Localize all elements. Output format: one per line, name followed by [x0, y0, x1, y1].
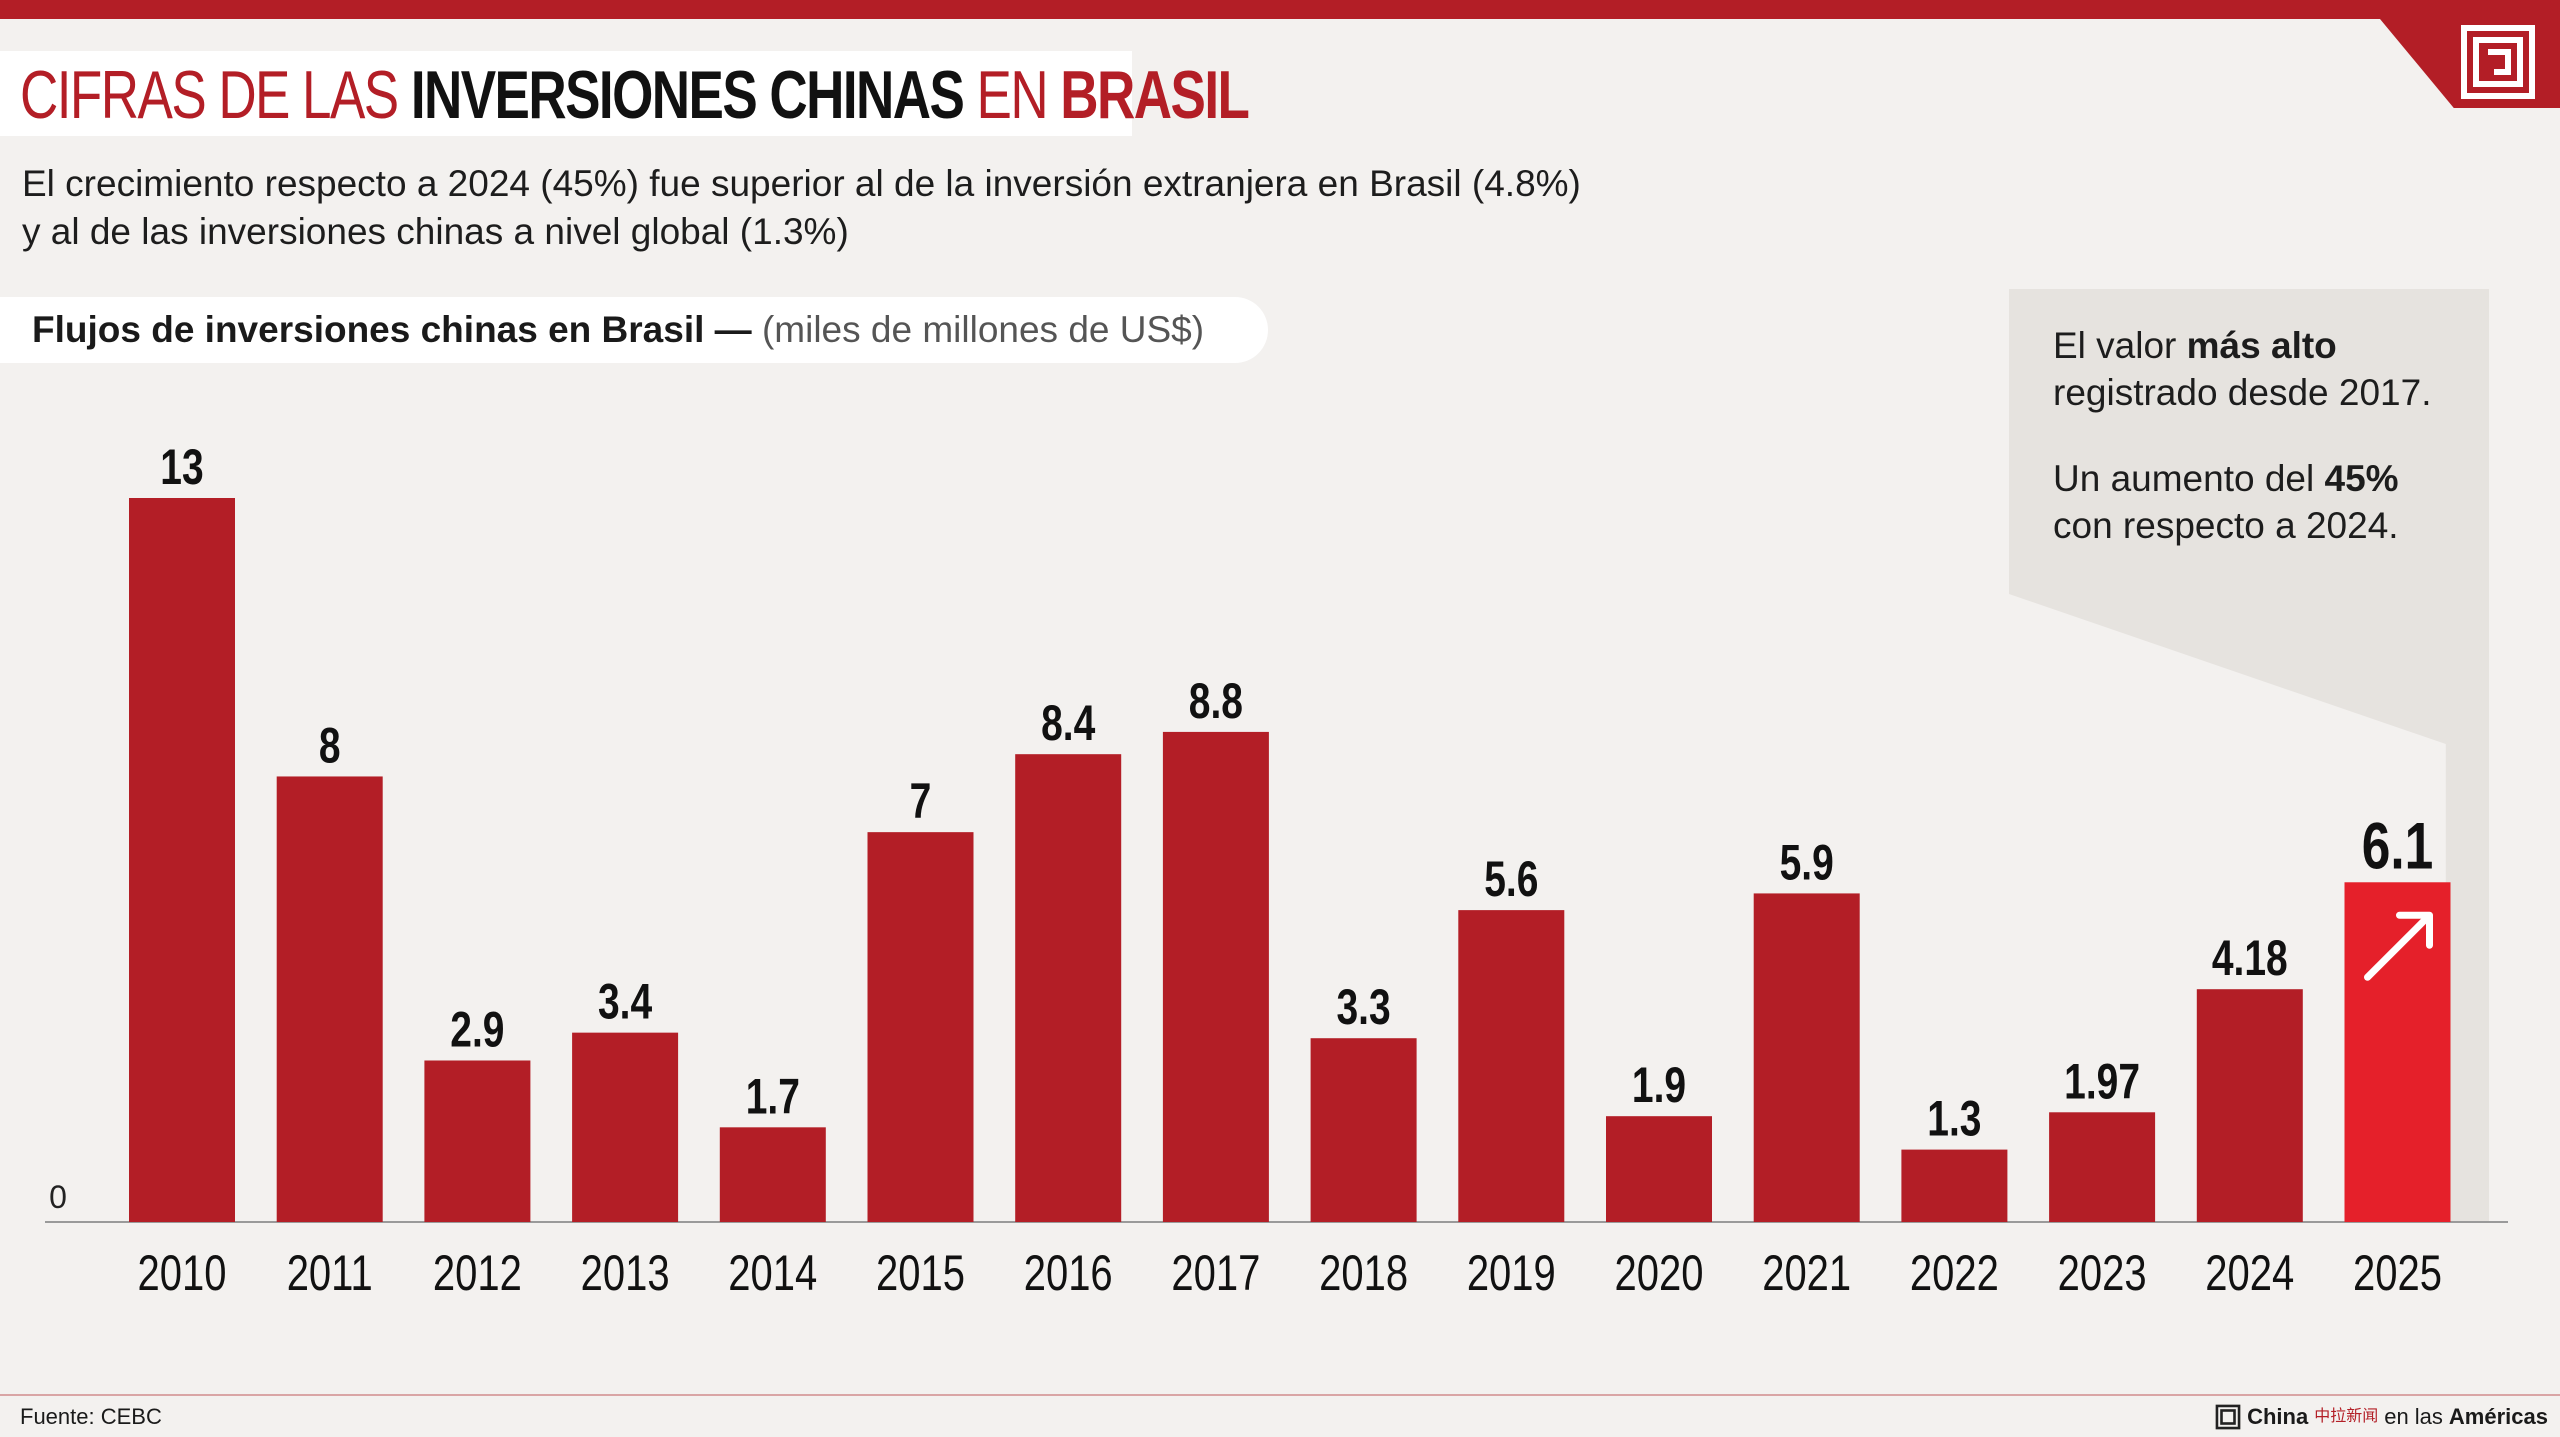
bar-2020: [1606, 1116, 1712, 1222]
bar-2024: [2196, 989, 2303, 1222]
category-label-2024: 2024: [2205, 1245, 2294, 1301]
category-label-2012: 2012: [433, 1245, 522, 1301]
value-label-2013: 3.4: [598, 973, 652, 1030]
title-part-2: INVERSIONES CHINAS: [410, 57, 965, 133]
bar-2015: [867, 832, 974, 1222]
bar-2019: [1458, 910, 1565, 1222]
callout-p1-b: más alto: [2186, 325, 2337, 366]
bar-2023: [2049, 1112, 2156, 1222]
callout-p1-c: registrado desde 2017.: [2053, 372, 2432, 413]
category-label-2020: 2020: [1615, 1245, 1704, 1301]
value-label-2011: 8: [319, 717, 341, 774]
category-label-2025: 2025: [2353, 1245, 2442, 1301]
value-label-2023: 1.97: [2064, 1053, 2140, 1110]
category-label-2015: 2015: [876, 1245, 965, 1301]
bar-2011: [276, 776, 383, 1222]
page-title: CIFRAS DE LAS INVERSIONES CHINAS EN BRAS…: [20, 55, 1250, 135]
value-label-2017: 8.8: [1189, 672, 1243, 729]
callout-p1-a: El valor: [2053, 325, 2187, 366]
category-label-2022: 2022: [1910, 1245, 1999, 1301]
chart-label-units: (miles de millones de US$): [761, 309, 1205, 350]
chart-label-panel: [0, 297, 1268, 363]
callout-paragraph-1: El valor más alto registrado desde 2017.: [2053, 322, 2432, 416]
callout-p2-a: Un aumento del: [2053, 458, 2325, 499]
value-label-2012: 2.9: [450, 1001, 504, 1058]
category-label-2017: 2017: [1171, 1245, 1260, 1301]
brand-china: China: [2247, 1404, 2309, 1429]
value-label-2020: 1.9: [1632, 1056, 1686, 1113]
value-label-2025: 6.1: [2362, 808, 2434, 883]
bar-2017: [1162, 731, 1269, 1222]
category-label-2014: 2014: [728, 1245, 817, 1301]
title-part-3: EN: [976, 57, 1049, 133]
bar-2016: [1015, 754, 1122, 1222]
callout-p2-c: con respecto a 2024.: [2053, 505, 2399, 546]
bar-2022: [1901, 1149, 2008, 1222]
y-axis-zero-label: 0: [49, 1179, 67, 1215]
brand-americas: Américas: [2448, 1404, 2548, 1429]
bar-2025: [2344, 882, 2451, 1222]
source-note: Fuente: CEBC: [20, 1404, 162, 1429]
bar-2018: [1310, 1038, 1417, 1222]
subtitle: El crecimiento respecto a 2024 (45%) fue…: [22, 160, 1581, 256]
callout-p2-b: 45%: [2324, 458, 2399, 499]
value-label-2024: 4.18: [2212, 929, 2288, 986]
bar-2013: [572, 1032, 679, 1222]
value-label-2022: 1.3: [1927, 1090, 1981, 1147]
value-label-2016: 8.4: [1041, 694, 1095, 751]
bar-2014: [719, 1127, 826, 1222]
value-label-2021: 5.9: [1780, 834, 1834, 891]
callout-text: El valor más alto registrado desde 2017.…: [2053, 322, 2432, 588]
chart-label-title: Flujos de inversiones chinas en Brasil —: [32, 309, 752, 350]
value-label-2015: 7: [910, 772, 932, 829]
subtitle-line-1: El crecimiento respecto a 2024 (45%) fue…: [22, 163, 1581, 204]
title-panel: [0, 51, 1132, 136]
callout-paragraph-2: Un aumento del 45% con respecto a 2024.: [2053, 455, 2432, 549]
brand-footer: China 中拉新闻 en las Américas: [2215, 1402, 2548, 1432]
category-label-2013: 2013: [581, 1245, 670, 1301]
subtitle-line-2: y al de las inversiones chinas a nivel g…: [22, 211, 849, 252]
title-part-1: CIFRAS DE LAS: [20, 57, 399, 133]
category-label-2019: 2019: [1467, 1245, 1556, 1301]
category-label-2023: 2023: [2058, 1245, 2147, 1301]
title-part-4: BRASIL: [1060, 57, 1250, 133]
category-label-2016: 2016: [1024, 1245, 1113, 1301]
value-label-2018: 3.3: [1336, 978, 1390, 1035]
category-label-2010: 2010: [138, 1245, 227, 1301]
bar-2021: [1753, 893, 1860, 1222]
bar-2010: [129, 498, 235, 1222]
chart-label: Flujos de inversiones chinas en Brasil —…: [32, 306, 1204, 354]
bar-2012: [424, 1060, 531, 1222]
footer-divider: [0, 1394, 2560, 1396]
value-label-2019: 5.6: [1484, 850, 1538, 907]
category-label-2018: 2018: [1319, 1245, 1408, 1301]
value-label-2010: 13: [160, 438, 203, 495]
brand-en-las: en las: [2384, 1404, 2443, 1429]
brand-cn: 中拉新闻: [2314, 1408, 2379, 1425]
value-label-2014: 1.7: [746, 1068, 800, 1125]
category-label-2021: 2021: [1762, 1245, 1851, 1301]
brand-footer-logo-icon: [2215, 1404, 2241, 1430]
arrow-up-right-icon: [2364, 911, 2433, 981]
top-accent-bar: [0, 0, 2560, 19]
brand-logo-icon: [2461, 25, 2535, 99]
category-label-2011: 2011: [287, 1245, 373, 1301]
